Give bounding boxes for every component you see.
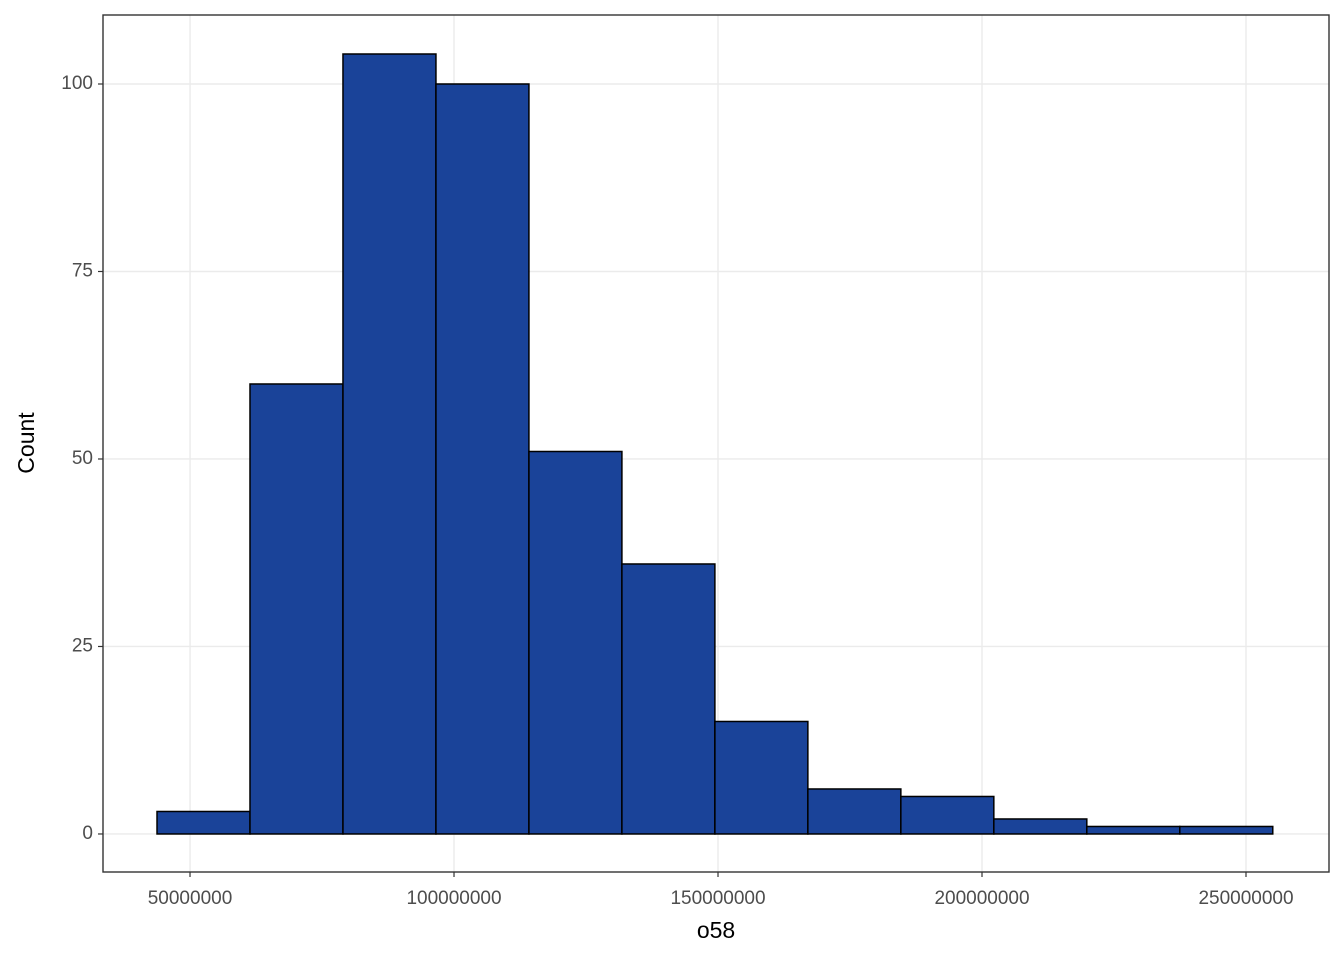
bar [1086,825,1181,835]
y-tick-label: 25 [72,635,93,656]
bar [714,720,809,835]
y-tick-label: 0 [82,823,93,844]
y-tick-label: 75 [72,261,93,282]
bar [249,383,344,835]
y-tick-label: 100 [61,73,93,94]
bar [807,788,902,835]
bar [156,810,251,835]
bar [435,83,530,835]
y-tick-label: 50 [72,448,93,469]
bar [993,818,1088,835]
x-tick-label: 50000000 [148,888,233,909]
bar [528,450,623,835]
bar [342,53,437,835]
bar [900,795,995,835]
panel-border [102,14,1330,873]
bar [1179,825,1274,835]
x-axis-label: o58 [697,917,735,943]
bar [621,563,716,835]
x-tick-label: 200000000 [934,888,1029,909]
x-tick-label: 150000000 [670,888,765,909]
x-tick-label: 100000000 [406,888,501,909]
y-axis-label: Count [13,412,39,474]
x-tick-label: 250000000 [1198,888,1293,909]
